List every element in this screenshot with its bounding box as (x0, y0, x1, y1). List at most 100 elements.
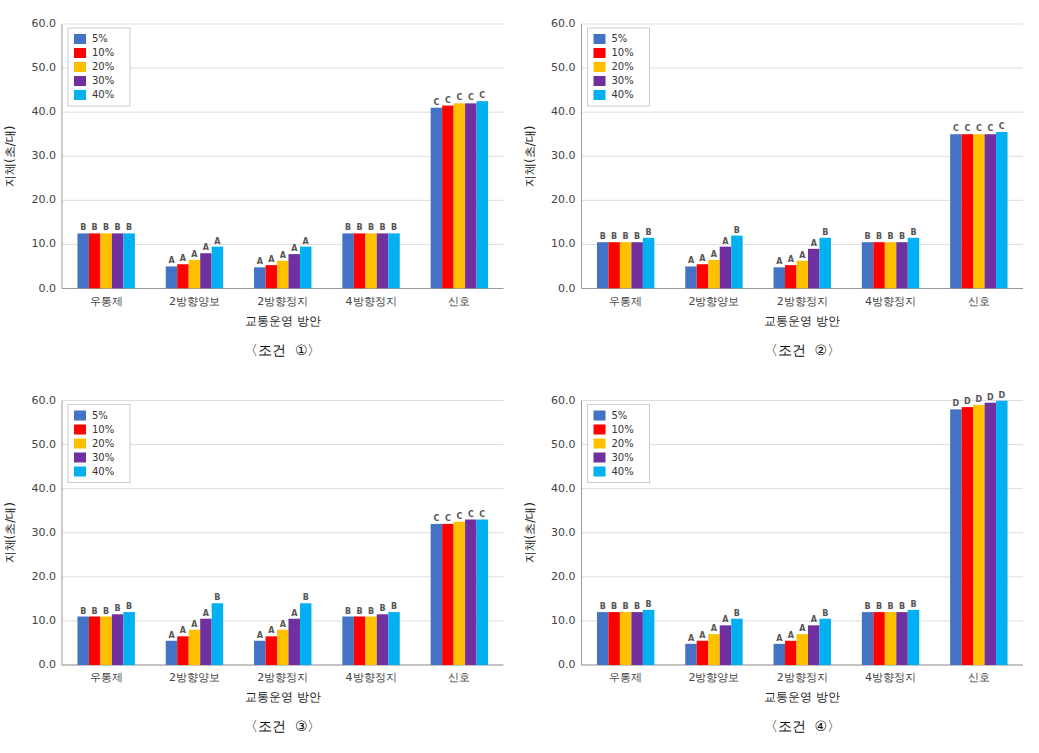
bar-label: A (811, 615, 818, 624)
bar (708, 260, 719, 289)
legend-label: 10% (612, 424, 634, 435)
bar-label: D (976, 395, 983, 404)
bar-label: A (799, 251, 806, 260)
bar-labels: BAABCBAABCBAABCBAABCBBBBC (600, 122, 1005, 266)
bar-label: B (357, 223, 363, 232)
bar-label: B (646, 600, 652, 609)
bar-label: A (280, 251, 287, 260)
grid-line (62, 400, 504, 401)
x-tick-label: 2방향정지 (257, 295, 308, 308)
y-axis-line (581, 24, 582, 289)
bar (797, 634, 808, 665)
legend-label: 40% (92, 466, 114, 477)
bar-label: B (345, 607, 351, 616)
y-tick-label: 10.0 (32, 237, 57, 250)
legend-swatch (74, 467, 86, 477)
bar-label: A (788, 631, 795, 640)
bar-label: B (391, 223, 397, 232)
bar (896, 612, 907, 665)
bar (189, 260, 200, 289)
y-tick-label: 40.0 (32, 482, 57, 495)
y-axis-label: 지체(초/대) (523, 502, 537, 563)
bar-labels: BAABDBAABDBAABDBAABDBBBBD (600, 391, 1006, 643)
legend: 5%10%20%30%40% (68, 28, 130, 106)
bar (388, 233, 399, 288)
bar-label: D (987, 393, 994, 402)
bar (985, 134, 996, 288)
bar (785, 265, 796, 288)
panel: 0.010.020.030.040.050.060.0BAABCBAABCBAA… (523, 17, 1024, 358)
background (0, 0, 1039, 753)
bar (266, 636, 277, 665)
bar-label: C (456, 512, 462, 521)
legend-swatch (74, 62, 86, 72)
y-tick-label: 60.0 (551, 17, 576, 30)
bar (388, 612, 399, 665)
bar (377, 233, 388, 288)
bar-label: C (999, 122, 1005, 131)
bar (697, 264, 708, 288)
bar (123, 612, 134, 665)
bar (465, 520, 476, 665)
legend-swatch (74, 425, 86, 435)
bar-label: B (876, 232, 882, 241)
legend-label: 10% (92, 47, 114, 58)
bar-label: A (180, 626, 187, 635)
bar-label: B (899, 602, 905, 611)
bar (166, 266, 177, 288)
bar (862, 612, 873, 665)
bar-label: B (734, 226, 740, 235)
y-axis-label: 지체(초/대) (3, 126, 17, 187)
bar (643, 610, 654, 665)
bar (950, 409, 961, 665)
panel-title: 〈조건 ③〉 (244, 718, 321, 734)
bar (377, 614, 388, 665)
legend-swatch (594, 62, 606, 72)
y-tick-label: 0.0 (558, 658, 576, 671)
legend: 5%10%20%30%40% (588, 28, 650, 106)
x-tick-label: 2방향정지 (257, 671, 308, 684)
bar (77, 617, 88, 665)
bars (597, 132, 1008, 288)
legend: 5%10%20%30%40% (588, 405, 650, 483)
legend-label: 5% (612, 410, 628, 421)
bar-label: B (865, 602, 871, 611)
bar-label: C (953, 124, 959, 133)
bar-label: A (291, 609, 298, 618)
bar (442, 524, 453, 665)
bar-label: B (92, 223, 98, 232)
y-tick-label: 0.0 (39, 658, 57, 671)
bar (166, 641, 177, 665)
bar-label: D (998, 391, 1005, 400)
y-tick-label: 20.0 (32, 570, 57, 583)
bar-label: B (92, 607, 98, 616)
x-tick-label: 2방향정지 (777, 295, 828, 308)
legend-label: 40% (612, 89, 634, 100)
legend-frame (68, 405, 130, 483)
bar-label: A (811, 239, 818, 248)
bar-label: A (203, 243, 210, 252)
bar (288, 254, 299, 288)
bar (819, 238, 830, 289)
y-tick-label: 30.0 (32, 149, 57, 162)
bar-label: C (456, 93, 462, 102)
bar (212, 247, 223, 289)
x-tick-label: 2방향양보 (169, 295, 220, 308)
bar (685, 266, 696, 288)
legend-label: 20% (612, 61, 634, 72)
bar-label: B (103, 223, 109, 232)
bar (342, 233, 353, 288)
bar (212, 603, 223, 665)
bar (720, 247, 731, 289)
bar (620, 242, 631, 288)
bar (354, 233, 365, 288)
legend-label: 30% (612, 75, 634, 86)
y-tick-label: 40.0 (551, 482, 576, 495)
bar-label: A (268, 626, 275, 635)
bar (454, 522, 465, 665)
bar-label: B (126, 223, 132, 232)
legend-swatch (74, 439, 86, 449)
x-axis-label: 교통운영 방안 (764, 690, 840, 704)
bar (89, 233, 100, 288)
legend-swatch (594, 453, 606, 463)
